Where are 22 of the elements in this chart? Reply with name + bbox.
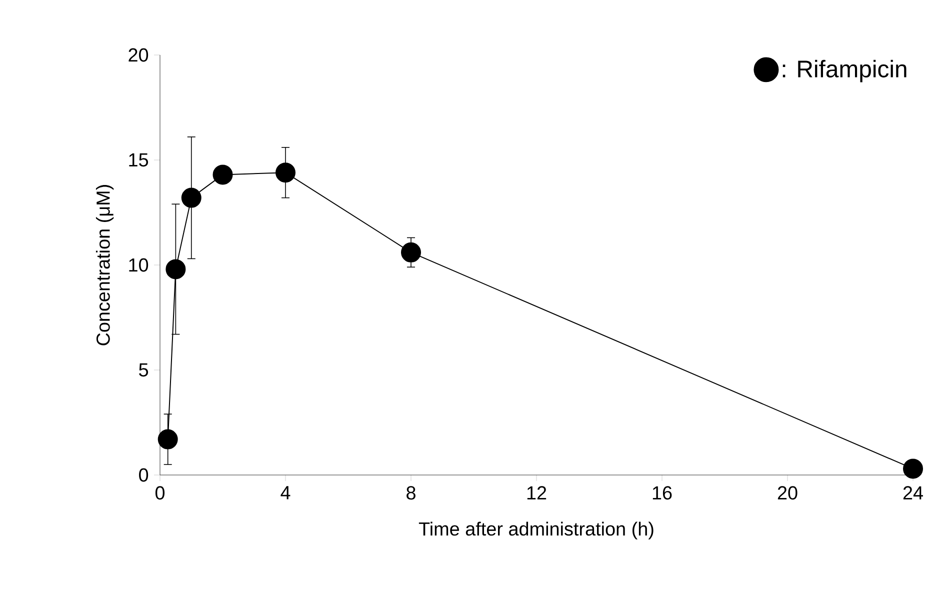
y-tick-label: 20	[128, 48, 148, 62]
y-tick-label: 10	[129, 258, 148, 272]
x-tick-label: 24	[903, 486, 923, 500]
x-tick-label: 20	[778, 486, 798, 500]
y-tick-label: 15	[129, 153, 148, 167]
legend-label: : Rifampicin	[782, 60, 906, 82]
point	[212, 164, 233, 185]
x-tick-label: 0	[155, 486, 165, 500]
point	[158, 429, 178, 450]
y-axis-title: Concentration (μM)	[96, 185, 114, 346]
point	[181, 188, 202, 208]
point	[166, 259, 186, 280]
y-tick-label: 0	[139, 468, 148, 482]
x-tick-label: 8	[406, 486, 416, 500]
point	[903, 458, 924, 479]
point	[276, 162, 296, 183]
x-tick-label: 16	[652, 486, 672, 500]
x-tick-label: 12	[527, 486, 546, 500]
point	[401, 242, 422, 262]
x-axis-title: Time after administration (h)	[418, 522, 654, 540]
y-tick-label: 5	[139, 363, 148, 377]
x-tick-label: 4	[280, 486, 290, 500]
